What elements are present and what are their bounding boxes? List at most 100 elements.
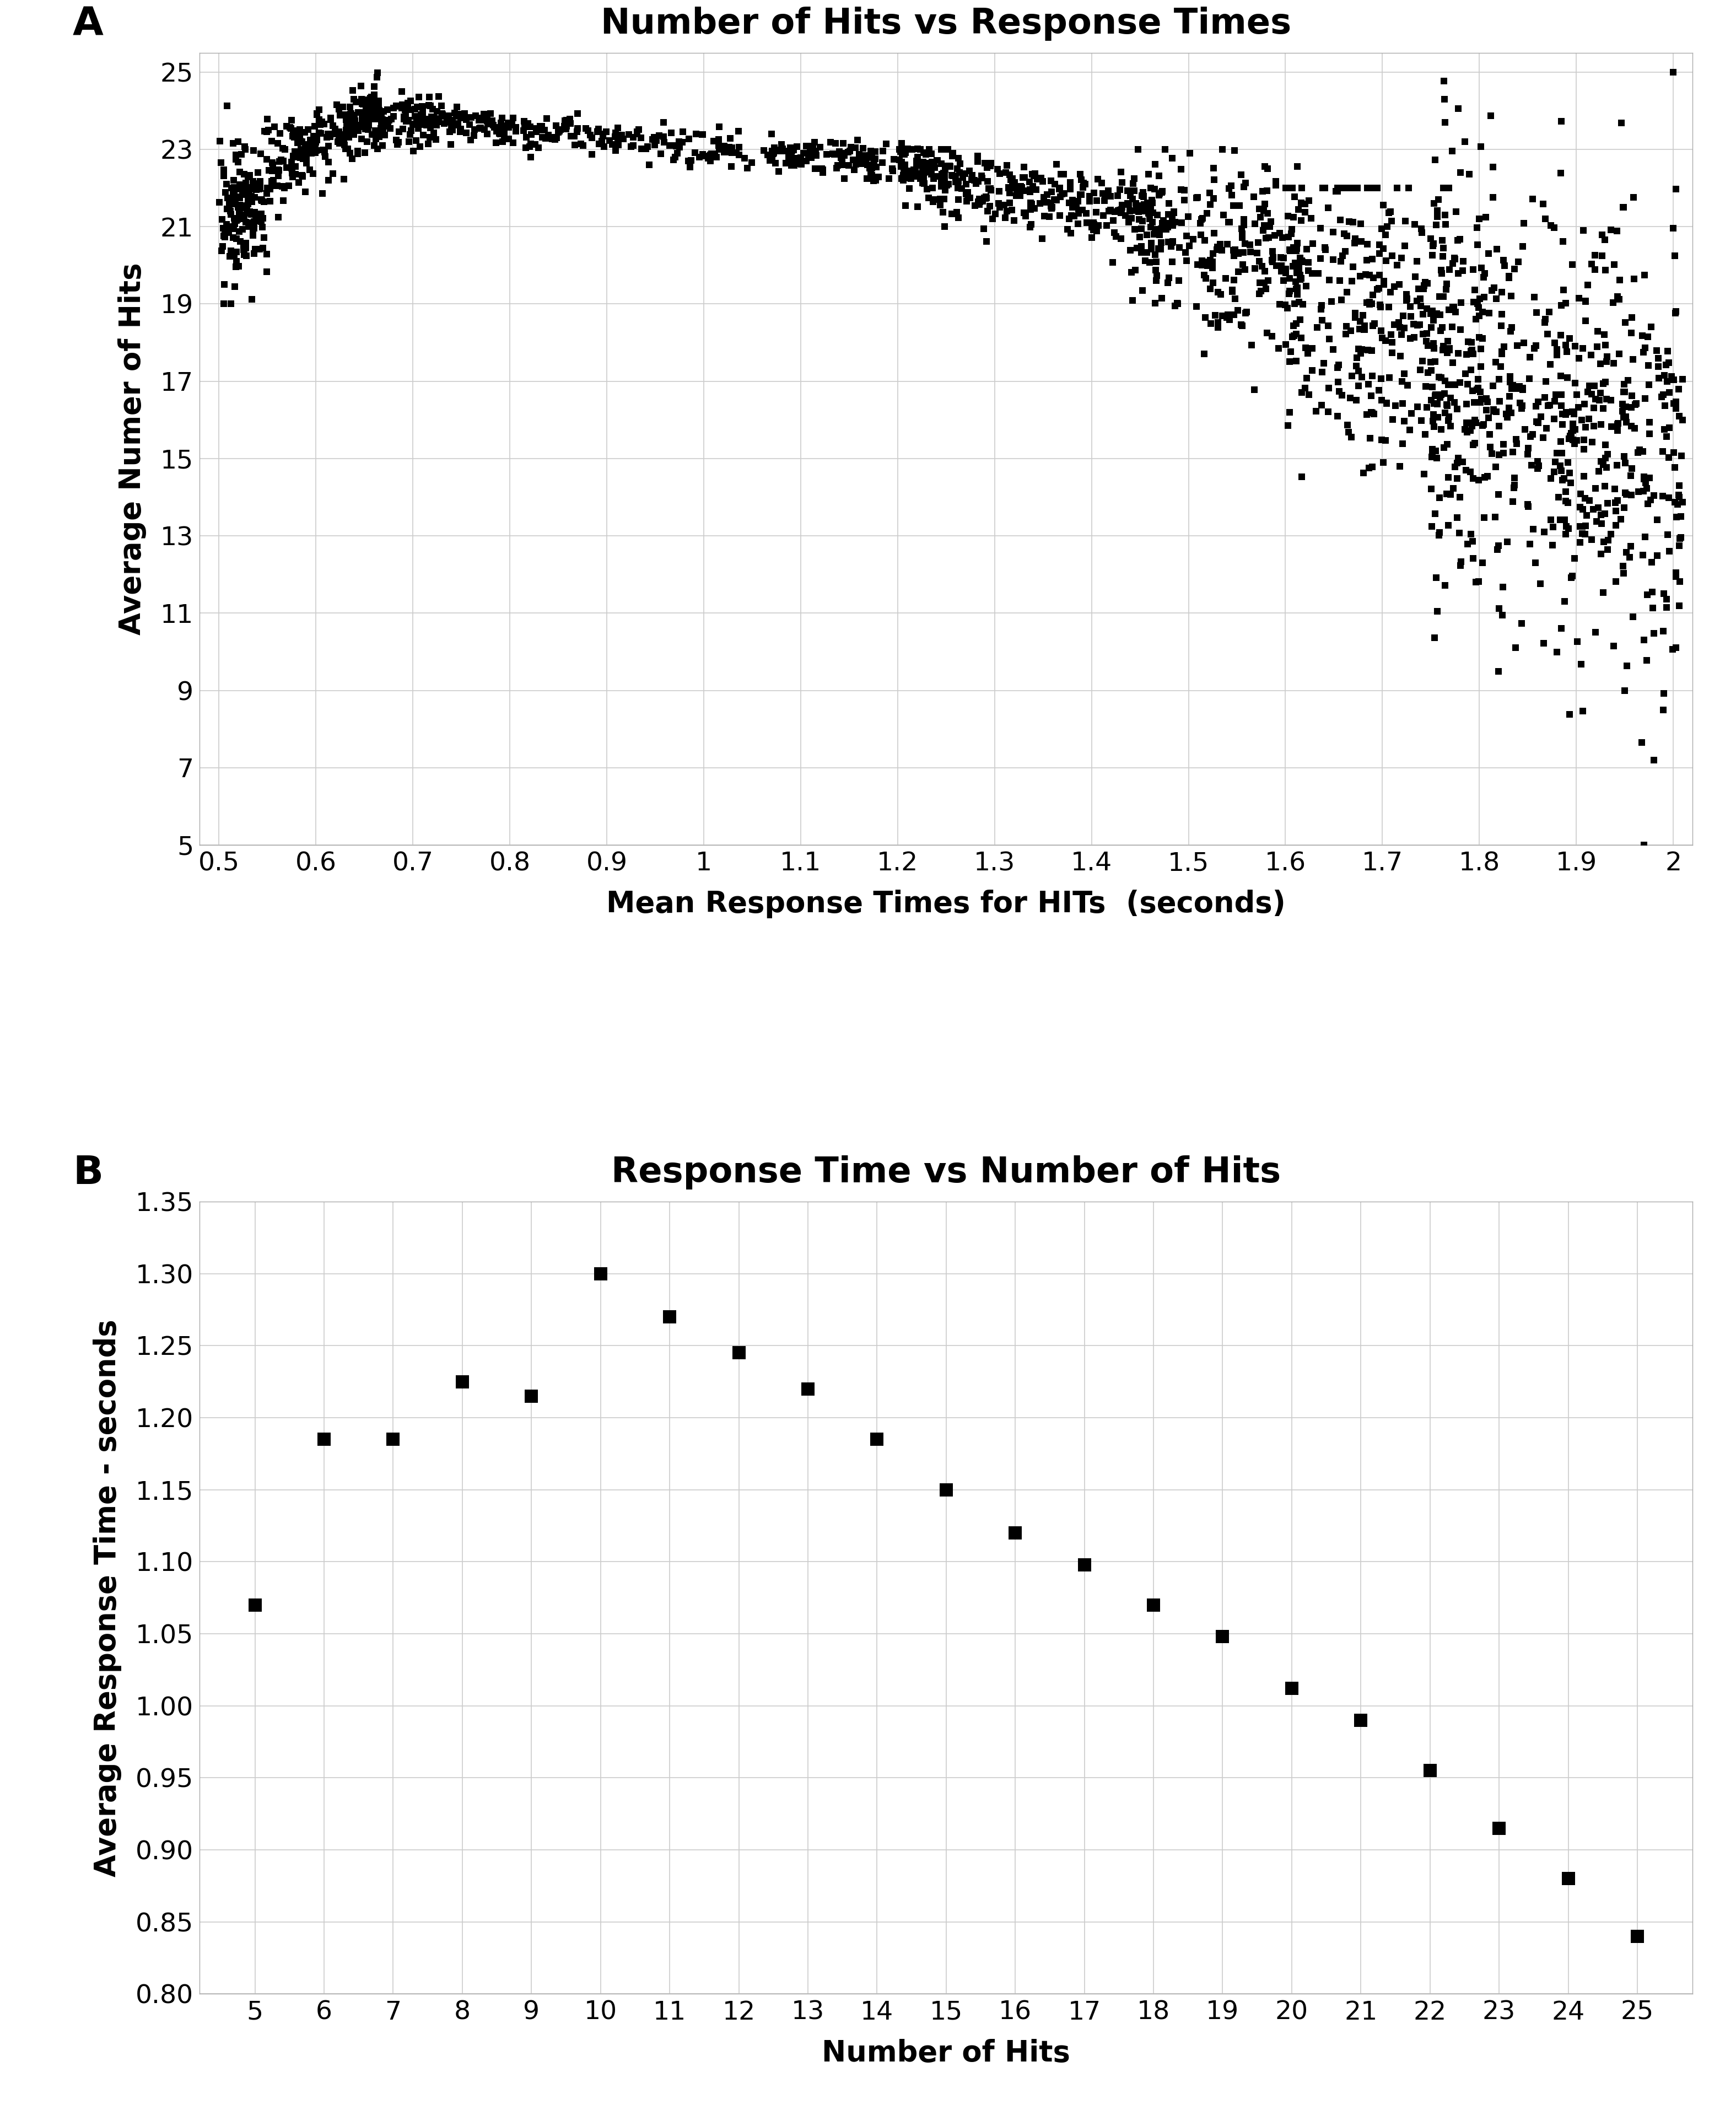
Point — [578, 120, 606, 154]
Point — [394, 87, 422, 120]
Point — [1590, 392, 1618, 426]
Point — [1476, 430, 1503, 464]
Point — [981, 196, 1009, 230]
Point — [1531, 380, 1559, 414]
Point — [910, 146, 937, 179]
Point — [760, 131, 788, 165]
Point — [1602, 509, 1630, 542]
Point — [1113, 186, 1141, 219]
Point — [1424, 194, 1451, 228]
Point — [257, 165, 285, 198]
Point — [418, 93, 446, 127]
Point — [1641, 616, 1668, 650]
Point — [1628, 319, 1656, 352]
Point — [260, 110, 288, 143]
Point — [1543, 333, 1571, 367]
Point — [1536, 348, 1564, 382]
Point — [233, 238, 260, 272]
Point — [1470, 500, 1498, 534]
Point — [1259, 245, 1286, 279]
Point — [1394, 369, 1422, 403]
Point — [681, 135, 708, 169]
Point — [795, 139, 823, 173]
Point — [217, 194, 245, 228]
Point — [233, 230, 260, 264]
Point — [1333, 276, 1361, 310]
Point — [1043, 184, 1071, 217]
Point — [991, 156, 1019, 190]
Point — [1555, 420, 1583, 454]
Point — [1432, 477, 1460, 511]
Point — [229, 213, 257, 247]
Point — [1316, 323, 1344, 357]
Point — [1066, 158, 1094, 192]
Point — [1479, 395, 1507, 428]
Point — [1200, 236, 1227, 270]
Point — [998, 169, 1026, 203]
Point — [1592, 441, 1620, 475]
Point — [1427, 257, 1455, 291]
Point — [1396, 321, 1424, 354]
Point — [365, 133, 392, 167]
Point — [234, 196, 262, 230]
Point — [1116, 232, 1144, 266]
Point — [1420, 397, 1448, 430]
Point — [1012, 173, 1040, 207]
Point — [286, 124, 314, 158]
Point — [427, 89, 455, 122]
Point — [1434, 367, 1462, 401]
Point — [1269, 241, 1297, 274]
Point — [1509, 230, 1536, 264]
Point — [1057, 215, 1085, 249]
Point — [1590, 319, 1618, 352]
Point — [920, 150, 948, 184]
Point — [1424, 441, 1451, 475]
Point — [259, 146, 286, 179]
Point — [1370, 232, 1397, 266]
Point — [1351, 312, 1378, 346]
Point — [1601, 247, 1628, 281]
Point — [460, 118, 488, 152]
Point — [1106, 194, 1134, 228]
Point — [1250, 266, 1278, 300]
Point — [1665, 530, 1693, 563]
Point — [408, 101, 436, 135]
Point — [1370, 264, 1397, 298]
Point — [512, 120, 540, 154]
Point — [1229, 247, 1257, 281]
Point — [1509, 373, 1536, 407]
Point — [1644, 502, 1672, 536]
Point — [889, 158, 917, 192]
Point — [222, 137, 250, 171]
Point — [1621, 388, 1649, 422]
Point — [1323, 399, 1351, 433]
Point — [1172, 245, 1200, 279]
Point — [1526, 568, 1554, 601]
Point — [325, 93, 352, 127]
Point — [1486, 437, 1514, 471]
Point — [1644, 342, 1672, 376]
Point — [1587, 498, 1614, 532]
Point — [1498, 371, 1526, 405]
Point — [337, 91, 365, 124]
Point — [1196, 188, 1224, 222]
Point — [260, 165, 288, 198]
Point — [1009, 160, 1036, 194]
Point — [1016, 211, 1043, 245]
Point — [339, 108, 366, 141]
Point — [302, 133, 330, 167]
Point — [1017, 192, 1045, 226]
Point — [1352, 397, 1380, 430]
Point — [1436, 253, 1463, 287]
Point — [927, 167, 955, 200]
Point — [361, 114, 389, 148]
Point — [835, 148, 863, 181]
Point — [1141, 148, 1168, 181]
Point — [1219, 234, 1246, 268]
Point — [856, 152, 884, 186]
Point — [474, 118, 502, 152]
Point — [1274, 291, 1302, 325]
Point — [339, 141, 366, 175]
Point — [962, 167, 990, 200]
Point — [1668, 439, 1696, 473]
